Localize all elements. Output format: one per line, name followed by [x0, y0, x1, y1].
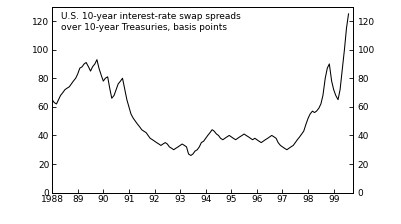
Text: U.S. 10-year interest-rate swap spreads
over 10-year Treasuries, basis points: U.S. 10-year interest-rate swap spreads … — [61, 12, 241, 32]
